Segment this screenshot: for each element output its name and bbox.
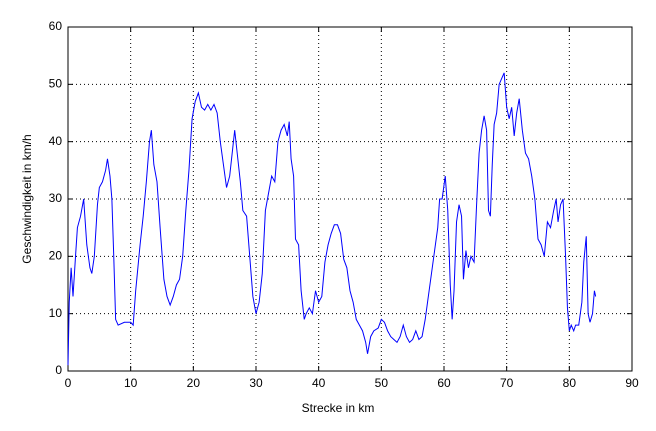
y-tick-label: 50 — [49, 77, 63, 91]
x-tick-label: 40 — [312, 376, 326, 390]
y-tick-label: 60 — [49, 19, 63, 33]
x-tick-label: 0 — [65, 376, 72, 390]
plot-frame — [67, 26, 633, 372]
y-axis-label: Geschwindigkeit in km/h — [20, 134, 34, 263]
y-tick-label: 20 — [49, 249, 63, 263]
y-tick-label: 30 — [49, 191, 63, 205]
x-tick-label: 60 — [437, 376, 451, 390]
y-tick-label: 10 — [49, 306, 63, 320]
x-tick-label: 30 — [249, 376, 263, 390]
data-line — [67, 72, 597, 366]
x-axis-label: Strecke in km — [302, 401, 375, 415]
y-tick-label: 0 — [55, 363, 62, 377]
x-tick-label: 10 — [124, 376, 138, 390]
x-tick-label: 80 — [563, 376, 577, 390]
x-tick-label: 70 — [500, 376, 514, 390]
x-tick-label: 20 — [187, 376, 201, 390]
y-tick-label: 40 — [49, 134, 63, 148]
x-tick-label: 90 — [625, 376, 639, 390]
x-tick-label: 50 — [375, 376, 389, 390]
